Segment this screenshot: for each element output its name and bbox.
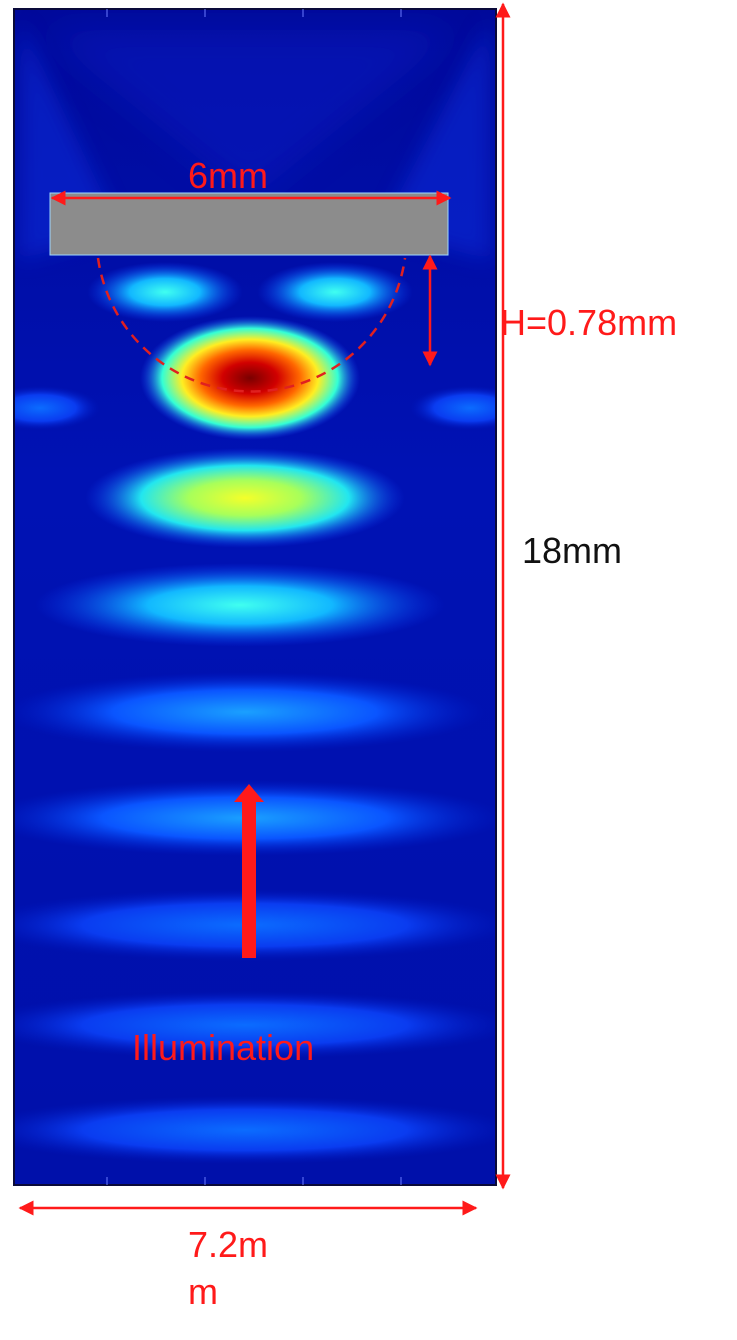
illumination-label: Illumination	[132, 1027, 315, 1068]
focal-height-label: H=0.78mm	[500, 302, 678, 343]
illumination-arrow	[234, 784, 264, 958]
band-side-left	[14, 386, 100, 430]
band-4	[14, 672, 485, 752]
band-7	[14, 991, 496, 1059]
focusing-arc	[96, 257, 407, 393]
slab-width-label: 6mm	[188, 155, 268, 196]
left-lobe	[87, 262, 243, 322]
band-8	[14, 1096, 496, 1164]
band-side-right	[410, 386, 496, 430]
band-6	[14, 889, 496, 961]
upper-fan	[40, 30, 460, 200]
right-lobe	[257, 262, 413, 322]
domain-ticks	[106, 9, 402, 1185]
domain-height-label: 18mm	[522, 530, 623, 571]
domain-width-label: 7.2mm	[188, 1224, 269, 1312]
gray-slab	[49, 192, 449, 256]
band-2	[85, 448, 405, 548]
focal-hotspot	[140, 316, 360, 440]
band-3	[35, 563, 445, 647]
